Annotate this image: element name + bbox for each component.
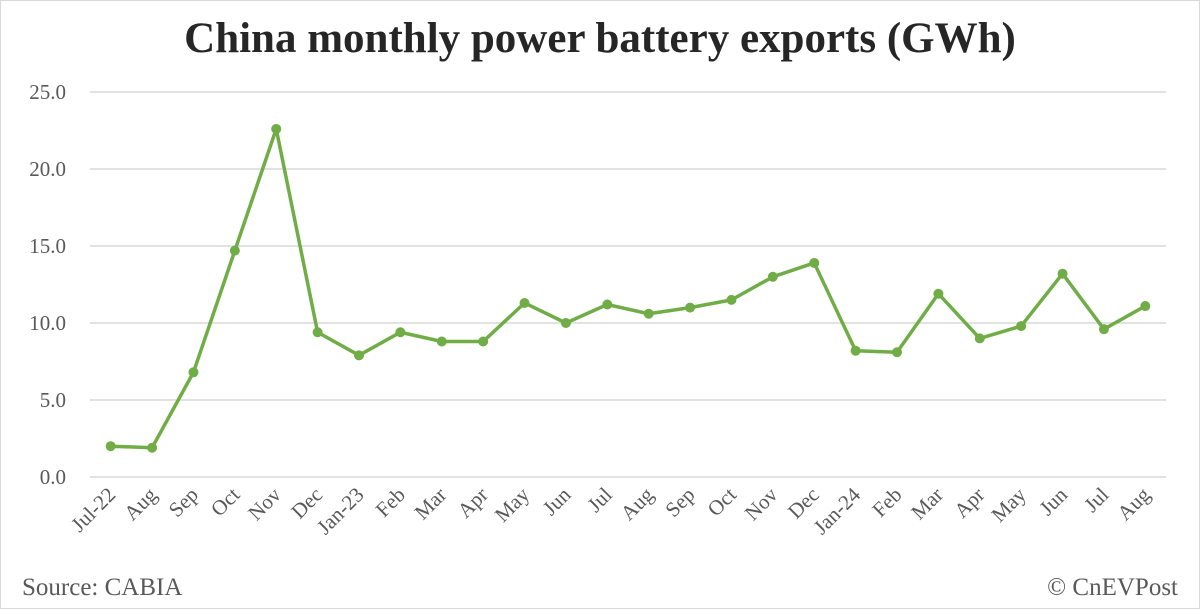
data-point	[1140, 301, 1151, 312]
series-line	[110, 127, 1147, 450]
data-point	[685, 302, 696, 313]
x-tick-label: Sep	[164, 483, 203, 522]
data-point	[229, 245, 240, 256]
data-point	[643, 308, 654, 319]
x-tick-label: Apr	[453, 483, 493, 523]
x-tick-label: Jul	[1079, 482, 1113, 516]
credit-note: © CnEVPost	[1047, 574, 1178, 601]
y-tick-label: 0.0	[40, 465, 66, 489]
data-point	[892, 347, 902, 358]
x-tick-label: May	[986, 482, 1031, 527]
data-point	[1016, 321, 1027, 332]
x-tick-label: Jul-22	[66, 483, 120, 537]
data-point	[1057, 268, 1068, 279]
data-point	[436, 336, 447, 347]
data-point	[726, 294, 737, 305]
y-tick-label: 10.0	[29, 311, 66, 335]
x-tick-label: Jan-24	[809, 482, 866, 539]
data-point	[478, 336, 489, 347]
y-tick-label: 25.0	[29, 80, 66, 104]
data-point	[933, 288, 944, 299]
x-tick-label: Feb	[371, 483, 410, 522]
x-tick-label: Sep	[660, 483, 699, 522]
x-tick-label: Mar	[906, 483, 948, 525]
x-tick-label: Jun	[538, 482, 576, 520]
x-tick-label: Jul	[583, 482, 617, 516]
x-tick-label: Aug	[1112, 482, 1155, 525]
source-note: Source: CABIA	[22, 574, 183, 601]
x-tick-label: Mar	[410, 483, 452, 525]
x-tick-label: Nov	[243, 482, 286, 525]
data-point	[312, 327, 323, 338]
x-tick-label: Aug	[616, 482, 659, 525]
data-point	[188, 367, 199, 378]
data-point	[850, 345, 861, 356]
data-point	[602, 299, 613, 310]
chart-title: China monthly power battery exports (GWh…	[184, 15, 1016, 62]
data-point	[519, 297, 530, 308]
x-tick-label: Oct	[206, 482, 245, 521]
data-point	[809, 257, 820, 268]
data-point	[974, 333, 985, 344]
x-tick-label: Apr	[949, 483, 989, 523]
data-point	[767, 271, 778, 282]
data-point	[271, 123, 282, 134]
x-tick-label: Jan-23	[312, 483, 369, 540]
data-point	[354, 350, 364, 361]
x-tick-label: Jun	[1034, 482, 1072, 520]
data-point	[147, 442, 158, 453]
data-point	[560, 318, 571, 328]
data-point	[395, 327, 406, 338]
x-tick-label: Nov	[740, 482, 783, 525]
y-tick-label: 5.0	[40, 388, 66, 412]
x-tick-label: Aug	[119, 482, 162, 525]
x-tick-label: Oct	[703, 482, 742, 521]
data-point	[1098, 324, 1109, 335]
y-tick-label: 15.0	[29, 234, 66, 258]
y-tick-label: 20.0	[29, 157, 66, 181]
data-point	[105, 441, 116, 452]
x-tick-label: Feb	[867, 483, 906, 522]
x-tick-label: May	[490, 482, 535, 527]
